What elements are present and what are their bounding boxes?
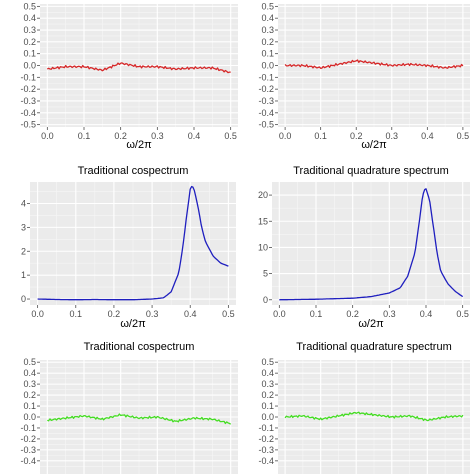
y-tick-label: 0.3: [261, 25, 274, 35]
x-tick-label: 0.3: [146, 309, 159, 319]
series-line: [47, 413, 232, 425]
panel-6: 0.50.40.30.20.10.0-0.1-0.2-0.3-0.4 Tradit…: [258, 341, 470, 474]
y-tick-label: 0.0: [23, 412, 36, 422]
y-tick-label: 0.2: [23, 37, 36, 47]
y-tick-label: 15: [258, 216, 268, 226]
y-tick-label: -0.2: [20, 84, 36, 94]
panel-4: 20 15 10 5 0 0.0 0.1 0.2 0.3 0.4 0.5 ω/2π Traditiona…: [258, 165, 470, 330]
x-tick-label: 0.0: [31, 309, 44, 319]
y-tick-label: 0.2: [23, 390, 36, 400]
y-tick-label: 0.4: [261, 13, 274, 23]
x-tick-label: 0.3: [151, 131, 164, 141]
chart-title: Traditional cospectrum: [78, 165, 189, 177]
y-tick-label: 20: [258, 190, 268, 200]
y-tick-label: -0.3: [20, 445, 36, 455]
x-tick-label: 0.1: [314, 131, 327, 141]
y-tick-label: -0.3: [20, 96, 36, 106]
y-tick-label: -0.1: [258, 72, 274, 82]
x-tick-label: 0.5: [456, 309, 469, 319]
y-tick-label: 0.3: [23, 25, 36, 35]
series-line: [279, 188, 464, 301]
x-tick-label: 0.2: [346, 309, 359, 319]
y-tick-label: 0.1: [261, 49, 274, 59]
y-tick-label: 0.4: [23, 13, 36, 23]
x-axis-label: ω/2π: [361, 139, 387, 151]
y-tick-label: 0.4: [23, 368, 36, 378]
x-tick-label: 0.5: [222, 309, 235, 319]
y-tick-label: 3: [21, 222, 26, 232]
x-tick-label: 0.0: [41, 131, 54, 141]
y-tick-label: 10: [258, 242, 268, 252]
y-tick-label: 0.1: [261, 401, 274, 411]
x-tick-label: 0.1: [310, 309, 323, 319]
y-tick-label: 0.1: [23, 401, 36, 411]
y-tick-label: 2: [21, 246, 26, 256]
y-tick-label: -0.2: [20, 434, 36, 444]
series-line: [284, 411, 464, 422]
x-tick-label: 0.2: [114, 131, 127, 141]
y-tick-label: 0.5: [23, 1, 36, 11]
y-tick-label: 0.3: [261, 379, 274, 389]
chart-title: Traditional quadrature spectrum: [293, 165, 449, 177]
y-tick-label: 0.0: [23, 61, 36, 71]
y-tick-label: 0.2: [261, 390, 274, 400]
x-tick-label: 0.2: [108, 309, 121, 319]
y-tick-label: 0.5: [261, 1, 274, 11]
series-line: [46, 62, 231, 74]
y-tick-label: -0.5: [20, 120, 36, 130]
y-tick-label: 0: [21, 294, 26, 304]
y-tick-label: -0.1: [258, 423, 274, 433]
x-tick-label: 0.1: [78, 131, 91, 141]
y-tick-label: -0.1: [20, 423, 36, 433]
x-tick-label: 0.4: [184, 309, 197, 319]
y-tick-label: 0.1: [23, 49, 36, 59]
x-tick-label: 0.4: [420, 309, 433, 319]
panel-5: 0.50.40.30.20.10.0-0.1-0.2-0.3-0.4 Tradit…: [20, 341, 238, 474]
y-tick-label: 0.5: [23, 357, 36, 367]
x-tick-label: 0.2: [350, 131, 363, 141]
chart-title: Traditional cospectrum: [84, 341, 195, 353]
x-tick-label: 0.3: [386, 131, 399, 141]
x-tick-label: 0.5: [457, 131, 470, 141]
y-tick-label: 0.5: [261, 357, 274, 367]
x-tick-label: 0.5: [224, 131, 237, 141]
y-tick-label: 1: [21, 270, 26, 280]
y-tick-label: -0.4: [258, 456, 274, 466]
panel-1: 0.50.40.30.20.10.0-0.1-0.2-0.3-0.4-0.50.…: [20, 1, 238, 151]
x-tick-label: 0.1: [70, 309, 83, 319]
y-tick-label: -0.2: [258, 434, 274, 444]
x-tick-label: 0.4: [188, 131, 201, 141]
y-tick-label: 0.0: [261, 412, 274, 422]
series-line: [284, 59, 464, 69]
y-tick-label: -0.4: [20, 456, 36, 466]
y-tick-label: -0.4: [258, 108, 274, 118]
series-line: [37, 185, 229, 301]
chart-title: Traditional quadrature spectrum: [296, 341, 452, 353]
x-tick-label: 0.4: [421, 131, 434, 141]
y-tick-label: 0.2: [261, 37, 274, 47]
x-axis-label: ω/2π: [358, 318, 384, 330]
y-tick-label: -0.2: [258, 84, 274, 94]
panel-2: 0.50.40.30.20.10.0-0.1-0.2-0.3-0.4-0.50.…: [258, 1, 470, 151]
y-tick-label: -0.1: [20, 72, 36, 82]
y-tick-label: -0.3: [258, 445, 274, 455]
y-tick-label: 0.4: [261, 368, 274, 378]
x-axis-label: ω/2π: [126, 139, 152, 151]
y-tick-label: -0.3: [258, 96, 274, 106]
panel-3: 4 3 2 1 0 0.0 0.1 0.2 0.3 0.4 0.5 ω/2π Traditional c…: [21, 165, 236, 330]
x-tick-label: 0.0: [279, 131, 292, 141]
x-axis-label: ω/2π: [120, 318, 146, 330]
y-tick-label: 0.0: [261, 61, 274, 71]
y-tick-label: -0.5: [258, 120, 274, 130]
x-tick-label: 0.3: [383, 309, 396, 319]
y-tick-label: -0.4: [20, 108, 36, 118]
y-tick-label: 0: [263, 295, 268, 305]
y-tick-label: 4: [21, 198, 26, 208]
y-tick-label: 5: [263, 269, 268, 279]
x-tick-label: 0.0: [273, 309, 286, 319]
y-tick-label: 0.3: [23, 379, 36, 389]
